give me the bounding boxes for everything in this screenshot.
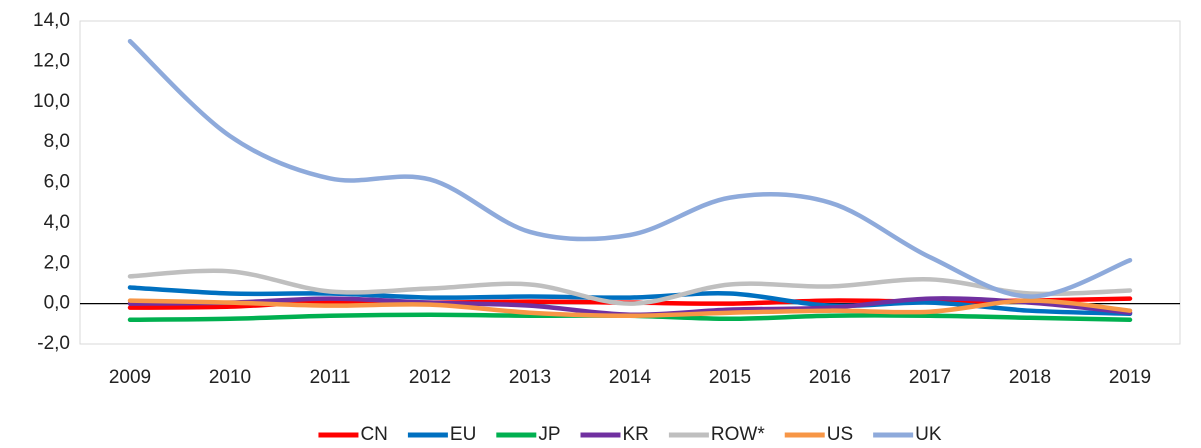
y-tick-label: 14,0 bbox=[33, 10, 70, 31]
legend-label: UK bbox=[915, 424, 942, 445]
series-line bbox=[127, 38, 1133, 299]
y-tick-label: 10,0 bbox=[33, 91, 70, 112]
x-tick-label: 2009 bbox=[109, 367, 151, 388]
y-tick-label: 2,0 bbox=[44, 252, 70, 273]
x-tick-label: 2018 bbox=[1009, 367, 1051, 388]
legend-label: KR bbox=[623, 424, 649, 445]
plot-area bbox=[79, 20, 1181, 345]
y-tick-label: 4,0 bbox=[44, 212, 70, 233]
y-tick-label: -2,0 bbox=[37, 333, 70, 354]
legend-label: CN bbox=[360, 424, 387, 445]
x-tick-label: 2017 bbox=[909, 367, 951, 388]
legend-label: JP bbox=[538, 424, 560, 445]
x-tick-label: 2013 bbox=[509, 367, 551, 388]
series-line bbox=[127, 268, 1133, 306]
x-tick-label: 2011 bbox=[310, 367, 351, 388]
x-tick-label: 2015 bbox=[709, 367, 751, 388]
y-tick-label: 0,0 bbox=[44, 293, 70, 314]
y-tick-label: 12,0 bbox=[33, 50, 70, 71]
legend-label: EU bbox=[450, 424, 476, 445]
series-line bbox=[127, 285, 1133, 316]
legend-label: ROW* bbox=[711, 424, 765, 445]
y-tick-label: 8,0 bbox=[44, 131, 70, 152]
y-tick-label: 6,0 bbox=[44, 172, 70, 193]
series-line bbox=[127, 298, 1133, 318]
legend-label: US bbox=[827, 424, 853, 445]
x-tick-label: 2012 bbox=[409, 367, 451, 388]
x-tick-label: 2019 bbox=[1109, 367, 1151, 388]
x-tick-label: 2014 bbox=[609, 367, 652, 388]
x-tick-label: 2010 bbox=[209, 367, 251, 388]
x-tick-label: 2016 bbox=[809, 367, 851, 388]
